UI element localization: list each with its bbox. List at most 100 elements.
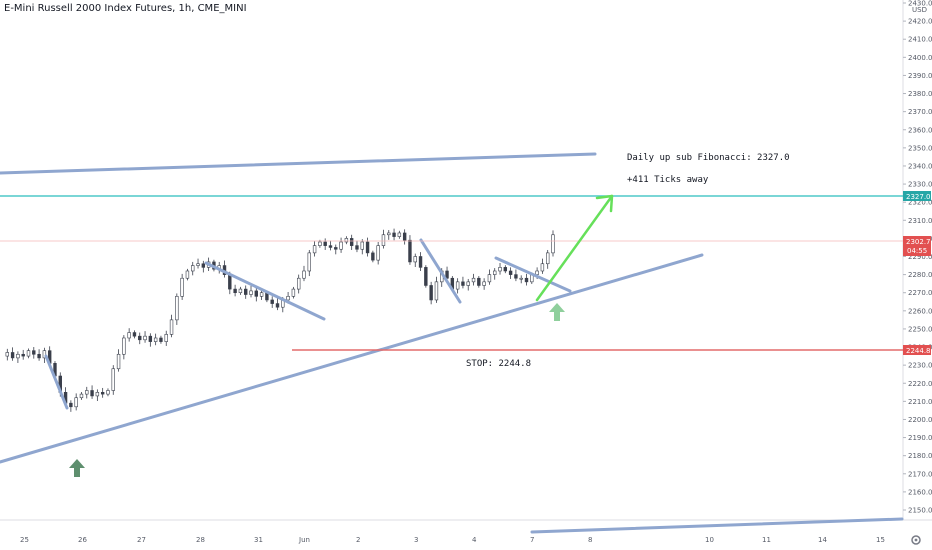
projection-arrow bbox=[535, 194, 614, 302]
candle-body bbox=[312, 245, 317, 254]
candle-body bbox=[116, 353, 121, 370]
time-tick-label: Jun bbox=[298, 536, 310, 544]
price-tick-label: 2190.0 bbox=[908, 434, 932, 442]
up-arrow-icon bbox=[549, 303, 565, 321]
candle-body bbox=[143, 335, 147, 341]
stop-price-tag: 2244.8 bbox=[903, 345, 931, 355]
candle-body bbox=[5, 352, 9, 357]
price-tick-label: 2290.0 bbox=[908, 253, 932, 261]
candle-body bbox=[42, 350, 47, 359]
candle-body bbox=[21, 353, 25, 357]
flag-line-2 bbox=[204, 261, 326, 321]
time-tick-label: 3 bbox=[414, 536, 418, 544]
ticks-annotation: +411 Ticks away bbox=[627, 175, 709, 185]
candle-body bbox=[90, 390, 94, 397]
candle-body bbox=[127, 332, 131, 339]
lower-channel-line bbox=[530, 517, 904, 534]
upper-channel-line bbox=[0, 152, 597, 175]
candle-body bbox=[175, 296, 179, 321]
time-tick-label: 2 bbox=[356, 536, 360, 544]
candle-body bbox=[318, 241, 322, 246]
flag-line-4 bbox=[494, 256, 572, 293]
svg-text:2302.7: 2302.7 bbox=[906, 238, 931, 246]
candle-body bbox=[424, 267, 428, 286]
price-tick-label: 2360.0 bbox=[908, 126, 932, 134]
candle-body bbox=[233, 288, 237, 294]
candle-body bbox=[498, 267, 502, 272]
candle-body bbox=[334, 247, 338, 250]
candle-body bbox=[228, 274, 232, 290]
candle-body bbox=[445, 270, 449, 279]
currency-label: USD bbox=[912, 6, 927, 14]
candle-body bbox=[159, 337, 163, 342]
candle-body bbox=[69, 402, 73, 408]
price-tick-label: 2420.0 bbox=[908, 18, 932, 26]
price-tick-label: 2410.0 bbox=[908, 36, 932, 44]
candle-body bbox=[286, 296, 290, 301]
price-axis: 2150.0 2160.0 2170.0 2180.0 2190.0 2200.0 2210… bbox=[903, 0, 932, 515]
candle-body bbox=[339, 241, 343, 250]
svg-text:2244.8: 2244.8 bbox=[906, 347, 931, 355]
price-tick-label: 2430.0 bbox=[908, 0, 932, 8]
candle-body bbox=[16, 353, 20, 359]
price-tick-label: 2340.0 bbox=[908, 162, 932, 170]
price-tick-label: 2170.0 bbox=[908, 470, 932, 478]
time-tick-label: 4 bbox=[472, 536, 477, 544]
candle-body bbox=[291, 288, 296, 297]
candle-body bbox=[180, 277, 184, 297]
candle-body bbox=[493, 270, 497, 275]
time-tick-label: 28 bbox=[196, 536, 205, 544]
candle-body bbox=[371, 252, 375, 261]
stop-annotation: STOP: 2244.8 bbox=[466, 359, 531, 369]
time-tick-label: 8 bbox=[588, 536, 592, 544]
time-tick-label: 27 bbox=[137, 536, 146, 544]
price-tick-label: 2200.0 bbox=[908, 416, 932, 424]
price-tick-label: 2380.0 bbox=[908, 90, 932, 98]
candle-body bbox=[238, 288, 243, 294]
candle-body bbox=[254, 290, 259, 297]
candle-body bbox=[418, 256, 423, 268]
price-tick-label: 2260.0 bbox=[908, 307, 932, 315]
svg-text:2327.0: 2327.0 bbox=[906, 193, 931, 201]
candle-body bbox=[519, 277, 523, 280]
price-tick-label: 2280.0 bbox=[908, 271, 932, 279]
candle-body bbox=[360, 241, 364, 250]
fib-annotation: Daily up sub Fibonacci: 2327.0 bbox=[627, 153, 790, 163]
candle-body bbox=[259, 292, 264, 297]
candle-body bbox=[111, 368, 115, 391]
candle-body bbox=[122, 337, 126, 355]
time-tick-label: 7 bbox=[530, 536, 534, 544]
price-tick-label: 2160.0 bbox=[908, 488, 932, 496]
price-tick-label: 2210.0 bbox=[908, 398, 932, 406]
price-tick-label: 2180.0 bbox=[908, 452, 932, 460]
candle-body bbox=[455, 281, 460, 290]
candle-body bbox=[307, 252, 311, 272]
candle-body bbox=[349, 238, 354, 246]
price-tick-label: 2320.0 bbox=[908, 199, 932, 207]
candle-body bbox=[106, 390, 110, 395]
gear-icon[interactable] bbox=[911, 535, 921, 545]
candle-body bbox=[302, 270, 306, 279]
projection-arrow-head bbox=[595, 194, 614, 213]
target-price-tag: 2327.0 bbox=[903, 191, 931, 201]
candle-body bbox=[429, 285, 433, 301]
price-tick-label: 2220.0 bbox=[908, 380, 932, 388]
current-price-tag: 2302.7 04:55 bbox=[903, 236, 931, 256]
candle-body bbox=[148, 335, 153, 342]
candle-body bbox=[201, 263, 206, 268]
time-tick-label: 10 bbox=[705, 536, 714, 544]
candle-body bbox=[434, 281, 439, 301]
candle-body bbox=[408, 239, 412, 263]
candle-body bbox=[169, 319, 174, 335]
candle-body bbox=[355, 245, 359, 250]
time-tick-label: 31 bbox=[254, 536, 263, 544]
candle-body bbox=[37, 353, 41, 359]
candle-body bbox=[100, 392, 105, 395]
candle-body bbox=[381, 234, 386, 246]
time-axis: 25 26 27 28 31 Jun 2 3 4 7 8 10 11 14 15 bbox=[20, 536, 885, 544]
ascending-support-line bbox=[0, 253, 704, 464]
candle-body bbox=[132, 332, 137, 337]
candle-body bbox=[185, 270, 190, 279]
flag-line-1 bbox=[44, 354, 69, 410]
